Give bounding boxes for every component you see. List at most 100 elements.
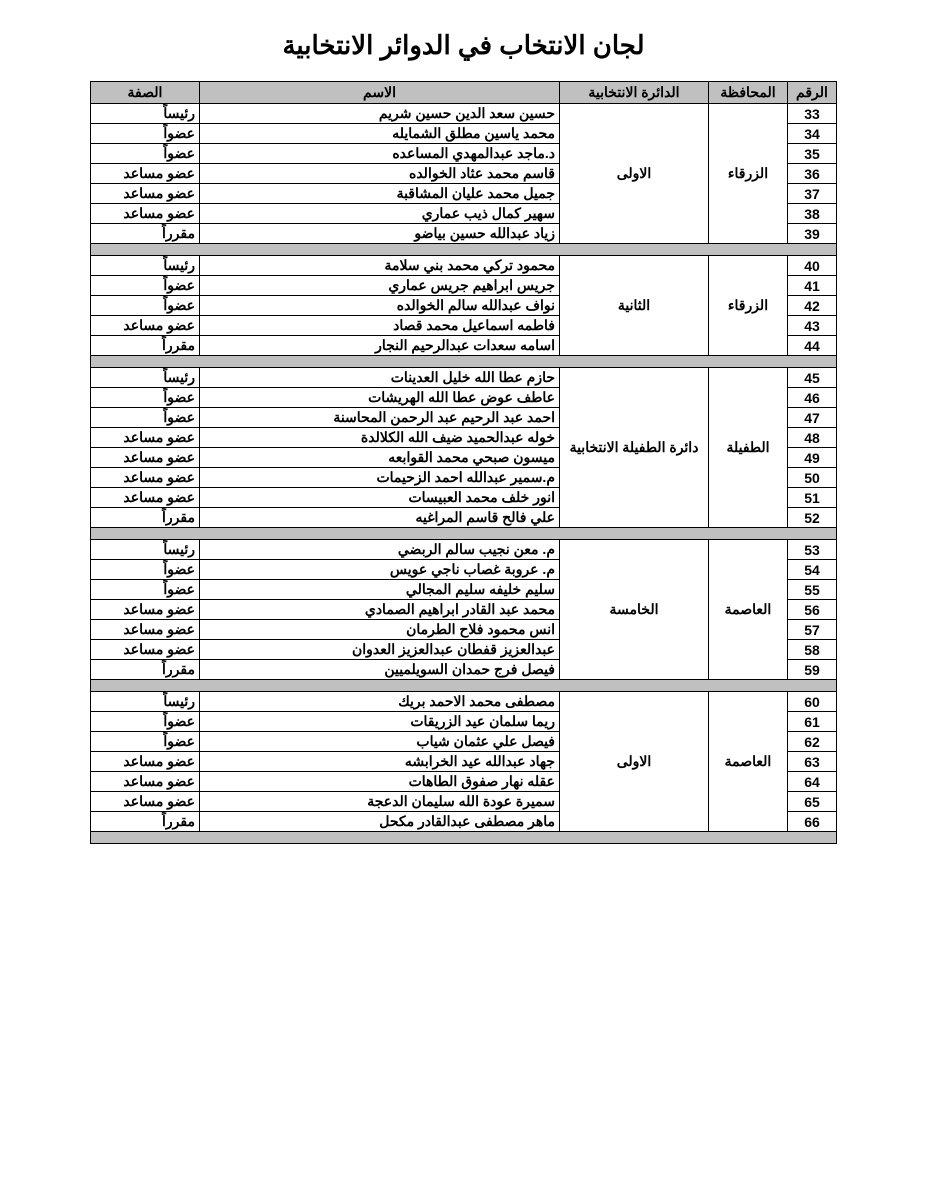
cell-num: 60 xyxy=(788,692,837,712)
cell-num: 37 xyxy=(788,184,837,204)
cell-name: م.سمير عبدالله احمد الزحيمات xyxy=(200,468,560,488)
cell-num: 39 xyxy=(788,224,837,244)
cell-name: م. عروبة غصاب ناجي عويس xyxy=(200,560,560,580)
cell-name: جريس ابراهيم جريس عماري xyxy=(200,276,560,296)
cell-role: عضو مساعد xyxy=(91,184,200,204)
table-row: 53العاصمةالخامسةم. معن نجيب سالم الربضير… xyxy=(91,540,837,560)
cell-num: 64 xyxy=(788,772,837,792)
cell-num: 35 xyxy=(788,144,837,164)
cell-name: حازم عطا الله خليل العدينات xyxy=(200,368,560,388)
separator-row xyxy=(91,356,837,368)
cell-dist: الاولى xyxy=(560,692,709,832)
cell-num: 59 xyxy=(788,660,837,680)
cell-num: 51 xyxy=(788,488,837,508)
cell-name: مصطفى محمد الاحمد بريك xyxy=(200,692,560,712)
cell-role: عضو مساعد xyxy=(91,164,200,184)
cell-name: محمد ياسين مطلق الشمايله xyxy=(200,124,560,144)
cell-num: 52 xyxy=(788,508,837,528)
cell-name: فيصل فرج حمدان السويلميين xyxy=(200,660,560,680)
cell-name: انس محمود فلاح الطرمان xyxy=(200,620,560,640)
cell-role: عضواً xyxy=(91,388,200,408)
cell-num: 48 xyxy=(788,428,837,448)
cell-role: عضو مساعد xyxy=(91,752,200,772)
cell-gov: الزرقاء xyxy=(709,104,788,244)
cell-name: م. معن نجيب سالم الربضي xyxy=(200,540,560,560)
cell-name: سهير كمال ذيب عماري xyxy=(200,204,560,224)
cell-num: 63 xyxy=(788,752,837,772)
table-row: 40الزرقاءالثانيةمحمود تركي محمد بني سلام… xyxy=(91,256,837,276)
col-dist: الدائرة الانتخابية xyxy=(560,82,709,104)
cell-num: 38 xyxy=(788,204,837,224)
cell-role: عضواً xyxy=(91,712,200,732)
separator-row xyxy=(91,244,837,256)
cell-num: 44 xyxy=(788,336,837,356)
cell-num: 55 xyxy=(788,580,837,600)
cell-role: رئيساً xyxy=(91,368,200,388)
cell-num: 46 xyxy=(788,388,837,408)
cell-name: فاطمه اسماعيل محمد قصاد xyxy=(200,316,560,336)
cell-num: 33 xyxy=(788,104,837,124)
cell-role: مقرراً xyxy=(91,336,200,356)
cell-role: عضو مساعد xyxy=(91,468,200,488)
separator-cell xyxy=(91,244,837,256)
separator-cell xyxy=(91,356,837,368)
separator-row xyxy=(91,680,837,692)
cell-name: قاسم محمد عثاد الخوالده xyxy=(200,164,560,184)
cell-role: مقرراً xyxy=(91,508,200,528)
cell-num: 56 xyxy=(788,600,837,620)
cell-name: محمد عبد القادر ابراهيم الصمادي xyxy=(200,600,560,620)
cell-num: 65 xyxy=(788,792,837,812)
cell-num: 45 xyxy=(788,368,837,388)
cell-name: نواف عبدالله سالم الخوالده xyxy=(200,296,560,316)
cell-role: رئيساً xyxy=(91,692,200,712)
page-title: لجان الانتخاب في الدوائر الانتخابية xyxy=(90,30,837,61)
cell-role: عضو مساعد xyxy=(91,316,200,336)
cell-role: رئيساً xyxy=(91,104,200,124)
cell-name: فيصل علي عثمان شياب xyxy=(200,732,560,752)
cell-role: مقرراً xyxy=(91,660,200,680)
cell-name: عبدالعزيز قفطان عبدالعزيز العدوان xyxy=(200,640,560,660)
cell-num: 54 xyxy=(788,560,837,580)
committees-table: الرقم المحافظة الدائرة الانتخابية الاسم … xyxy=(90,81,837,844)
cell-name: عقله نهار صفوق الطاهات xyxy=(200,772,560,792)
cell-num: 61 xyxy=(788,712,837,732)
cell-dist: الخامسة xyxy=(560,540,709,680)
cell-role: عضو مساعد xyxy=(91,204,200,224)
cell-role: عضو مساعد xyxy=(91,792,200,812)
cell-role: عضو مساعد xyxy=(91,640,200,660)
cell-name: انور خلف محمد العبيسات xyxy=(200,488,560,508)
cell-role: عضواً xyxy=(91,732,200,752)
cell-role: عضو مساعد xyxy=(91,772,200,792)
cell-name: زياد عبدالله حسين بياضو xyxy=(200,224,560,244)
cell-num: 47 xyxy=(788,408,837,428)
cell-num: 62 xyxy=(788,732,837,752)
cell-gov: الطفيلة xyxy=(709,368,788,528)
cell-num: 41 xyxy=(788,276,837,296)
separator-row xyxy=(91,832,837,844)
cell-role: عضواً xyxy=(91,276,200,296)
cell-name: جميل محمد عليان المشاقبة xyxy=(200,184,560,204)
cell-name: اسامه سعدات عبدالرحيم النجار xyxy=(200,336,560,356)
table-row: 45الطفيلةدائرة الطفيلة الانتخابيةحازم عط… xyxy=(91,368,837,388)
cell-role: عضواً xyxy=(91,580,200,600)
cell-num: 42 xyxy=(788,296,837,316)
cell-dist: دائرة الطفيلة الانتخابية xyxy=(560,368,709,528)
cell-name: احمد عبد الرحيم عبد الرحمن المحاسنة xyxy=(200,408,560,428)
cell-dist: الثانية xyxy=(560,256,709,356)
separator-cell xyxy=(91,680,837,692)
cell-name: ريما سلمان عيد الزريقات xyxy=(200,712,560,732)
cell-name: عاطف عوض عطا الله الهريشات xyxy=(200,388,560,408)
cell-num: 53 xyxy=(788,540,837,560)
cell-num: 50 xyxy=(788,468,837,488)
cell-role: عضو مساعد xyxy=(91,620,200,640)
cell-role: عضو مساعد xyxy=(91,600,200,620)
cell-role: عضواً xyxy=(91,560,200,580)
cell-name: حسين سعد الدين حسين شريم xyxy=(200,104,560,124)
cell-name: محمود تركي محمد بني سلامة xyxy=(200,256,560,276)
col-role: الصفة xyxy=(91,82,200,104)
col-name: الاسم xyxy=(200,82,560,104)
separator-row xyxy=(91,528,837,540)
cell-role: عضو مساعد xyxy=(91,428,200,448)
cell-name: سميرة عودة الله سليمان الدعجة xyxy=(200,792,560,812)
cell-gov: العاصمة xyxy=(709,692,788,832)
